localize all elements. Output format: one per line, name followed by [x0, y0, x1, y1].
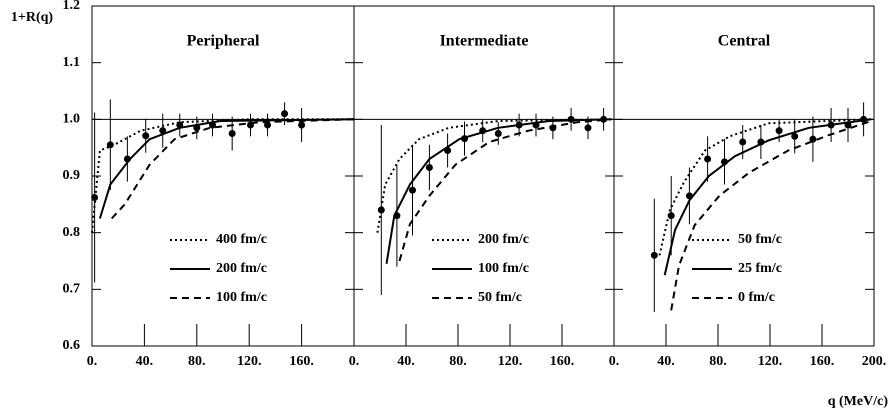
data-point — [775, 127, 783, 135]
x-tick-label: 120. — [498, 354, 523, 369]
x-tick-label: 200. — [862, 354, 887, 369]
data-point — [584, 124, 592, 132]
data-point — [106, 141, 114, 149]
y-axis-label: 1+R(q) — [11, 10, 54, 25]
panel-title: Intermediate — [440, 33, 529, 50]
data-point — [860, 115, 868, 123]
data-point — [425, 164, 433, 171]
data-point — [827, 121, 835, 129]
x-axis-label: q (MeV/c) — [828, 394, 889, 409]
x-tick-label: 0. — [609, 354, 620, 369]
x-tick-label: 80. — [449, 354, 467, 369]
data-point — [461, 135, 468, 143]
legend-label: 200 fm/c — [216, 261, 267, 276]
data-point — [228, 130, 236, 137]
curve — [98, 118, 355, 219]
curve — [91, 118, 354, 233]
y-tick-label: 0.6 — [63, 338, 81, 353]
x-tick-label: 40. — [136, 354, 154, 369]
legend-label: 50 fm/c — [738, 232, 782, 247]
y-tick-label: 0.9 — [63, 168, 81, 183]
curve — [663, 118, 872, 276]
legend-label: 100 fm/c — [216, 290, 267, 305]
curve — [670, 120, 872, 311]
data-point — [247, 121, 255, 129]
data-point — [844, 121, 852, 129]
data-point — [704, 155, 712, 163]
x-tick-label: 0. — [349, 354, 360, 369]
data-point — [209, 121, 217, 129]
x-tick-label: 80. — [709, 354, 727, 369]
data-point — [281, 110, 289, 118]
data-point — [685, 192, 693, 200]
y-tick-label: 1.0 — [63, 112, 81, 127]
data-point — [142, 132, 150, 140]
x-tick-label: 160. — [810, 354, 835, 369]
data-point — [650, 251, 658, 259]
data-point — [721, 158, 728, 166]
panel-title: Peripheral — [187, 33, 260, 50]
data-point — [667, 212, 675, 220]
data-point — [159, 127, 167, 135]
legend-label: 0 fm/c — [738, 290, 775, 305]
data-point — [377, 206, 385, 214]
legend-label: 25 fm/c — [738, 261, 782, 276]
data-point — [809, 135, 817, 143]
curve — [398, 118, 612, 262]
data-point — [123, 155, 131, 163]
x-tick-label: 120. — [758, 354, 783, 369]
data-point — [264, 121, 272, 129]
y-tick-label: 0.8 — [63, 225, 81, 240]
data-point — [567, 115, 575, 123]
y-tick-label: 1.1 — [63, 55, 81, 70]
data-point — [298, 121, 306, 129]
x-tick-label: 160. — [289, 354, 314, 369]
x-tick-label: 80. — [188, 354, 206, 369]
x-tick-label: 120. — [237, 354, 262, 369]
legend-label: 100 fm/c — [478, 261, 529, 276]
data-point — [757, 138, 765, 146]
panel-title: Central — [718, 33, 771, 50]
data-point — [91, 194, 99, 202]
data-point — [549, 124, 557, 132]
x-tick-label: 40. — [657, 354, 675, 369]
legend-label: 50 fm/c — [478, 290, 522, 305]
data-point — [479, 127, 487, 135]
curve — [658, 118, 872, 256]
data-point — [494, 130, 502, 137]
data-point — [600, 115, 608, 123]
data-point — [791, 132, 799, 140]
curve — [110, 118, 355, 220]
x-tick-label: 40. — [397, 354, 415, 369]
data-point — [176, 121, 184, 129]
y-tick-label: 1.2 — [63, 0, 81, 13]
x-tick-label: 160. — [550, 354, 575, 369]
x-tick-label: 0. — [87, 354, 98, 369]
data-point — [444, 147, 452, 154]
data-point — [393, 212, 401, 220]
curve — [376, 118, 612, 233]
legend-label: 400 fm/c — [216, 232, 267, 247]
legend-label: 200 fm/c — [478, 232, 529, 247]
y-tick-label: 0.7 — [63, 282, 81, 297]
data-point — [532, 121, 540, 129]
data-point — [739, 138, 747, 146]
data-point — [193, 124, 201, 132]
data-point — [409, 186, 416, 194]
data-point — [515, 121, 523, 129]
